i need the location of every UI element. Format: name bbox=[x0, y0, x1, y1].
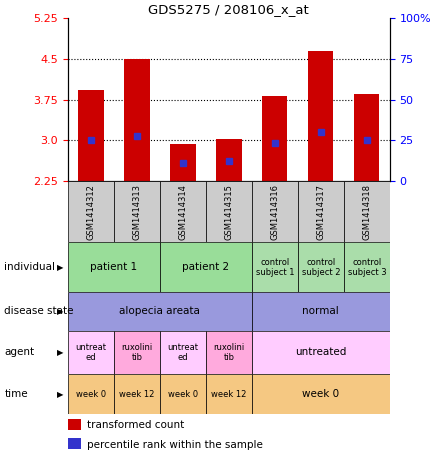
Bar bbox=[252, 331, 390, 374]
Bar bbox=[252, 242, 298, 292]
Bar bbox=[252, 374, 390, 414]
Text: control
subject 2: control subject 2 bbox=[302, 258, 340, 277]
Bar bbox=[68, 439, 81, 449]
Bar bbox=[206, 331, 252, 374]
Text: GSM1414317: GSM1414317 bbox=[316, 184, 325, 240]
Bar bbox=[68, 374, 114, 414]
Text: week 0: week 0 bbox=[168, 390, 198, 399]
Text: individual: individual bbox=[4, 262, 55, 272]
Bar bbox=[68, 292, 252, 331]
Text: untreat
ed: untreat ed bbox=[167, 342, 198, 362]
Bar bbox=[252, 292, 390, 331]
Text: ▶: ▶ bbox=[57, 348, 64, 357]
Text: untreat
ed: untreat ed bbox=[75, 342, 106, 362]
Text: untreated: untreated bbox=[295, 347, 346, 357]
Bar bbox=[160, 331, 206, 374]
Text: disease state: disease state bbox=[4, 306, 74, 317]
Bar bbox=[206, 181, 252, 242]
Bar bbox=[114, 374, 160, 414]
Text: alopecia areata: alopecia areata bbox=[120, 306, 200, 317]
Bar bbox=[160, 242, 252, 292]
Text: patient 2: patient 2 bbox=[182, 262, 230, 272]
Bar bbox=[216, 139, 241, 181]
Text: ruxolini
tib: ruxolini tib bbox=[213, 342, 244, 362]
Text: transformed count: transformed count bbox=[87, 420, 184, 430]
Bar bbox=[344, 181, 390, 242]
Bar bbox=[68, 419, 81, 430]
Bar bbox=[78, 90, 103, 181]
Bar bbox=[308, 51, 333, 181]
Bar bbox=[124, 59, 149, 181]
Text: GSM1414316: GSM1414316 bbox=[270, 184, 279, 240]
Bar bbox=[298, 242, 344, 292]
Bar bbox=[298, 181, 344, 242]
Text: percentile rank within the sample: percentile rank within the sample bbox=[87, 439, 263, 449]
Text: control
subject 3: control subject 3 bbox=[347, 258, 386, 277]
Bar bbox=[160, 181, 206, 242]
Text: ▶: ▶ bbox=[57, 263, 64, 272]
Text: agent: agent bbox=[4, 347, 35, 357]
Bar bbox=[206, 374, 252, 414]
Text: patient 1: patient 1 bbox=[90, 262, 138, 272]
Bar bbox=[68, 242, 160, 292]
Bar bbox=[160, 374, 206, 414]
Bar bbox=[114, 181, 160, 242]
Text: ▶: ▶ bbox=[57, 390, 64, 399]
Text: week 12: week 12 bbox=[211, 390, 247, 399]
Text: week 0: week 0 bbox=[76, 390, 106, 399]
Bar bbox=[114, 331, 160, 374]
Text: normal: normal bbox=[303, 306, 339, 317]
Text: control
subject 1: control subject 1 bbox=[256, 258, 294, 277]
Text: ▶: ▶ bbox=[57, 307, 64, 316]
Text: ruxolini
tib: ruxolini tib bbox=[121, 342, 152, 362]
Text: GSM1414318: GSM1414318 bbox=[362, 184, 371, 240]
Bar bbox=[68, 331, 114, 374]
Bar bbox=[252, 181, 298, 242]
Bar bbox=[354, 94, 379, 181]
Text: GSM1414314: GSM1414314 bbox=[178, 184, 187, 240]
Text: time: time bbox=[4, 389, 28, 399]
Text: week 12: week 12 bbox=[119, 390, 155, 399]
Text: GSM1414312: GSM1414312 bbox=[86, 184, 95, 240]
Bar bbox=[170, 144, 195, 181]
Text: GSM1414315: GSM1414315 bbox=[224, 184, 233, 240]
Text: week 0: week 0 bbox=[302, 389, 339, 399]
Text: GSM1414313: GSM1414313 bbox=[132, 184, 141, 240]
Title: GDS5275 / 208106_x_at: GDS5275 / 208106_x_at bbox=[148, 3, 309, 15]
Bar bbox=[262, 96, 287, 181]
Bar bbox=[344, 242, 390, 292]
Bar bbox=[68, 181, 114, 242]
